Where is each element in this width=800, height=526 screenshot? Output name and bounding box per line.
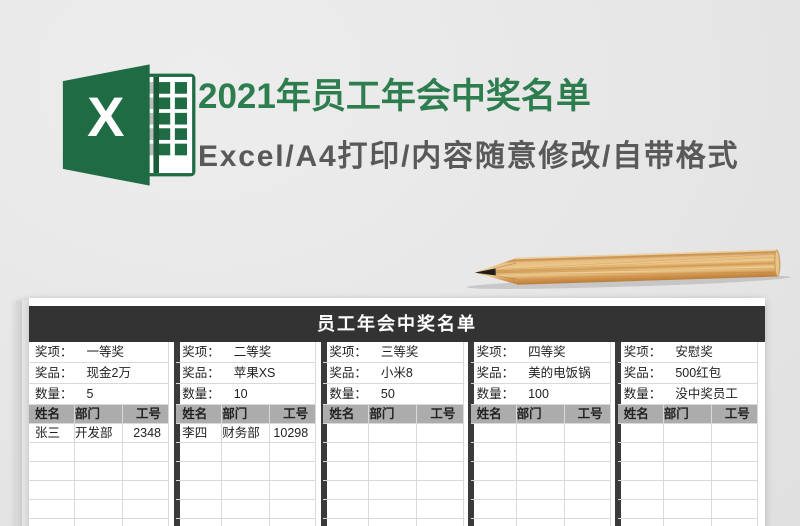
svg-text:X: X [87, 85, 124, 148]
